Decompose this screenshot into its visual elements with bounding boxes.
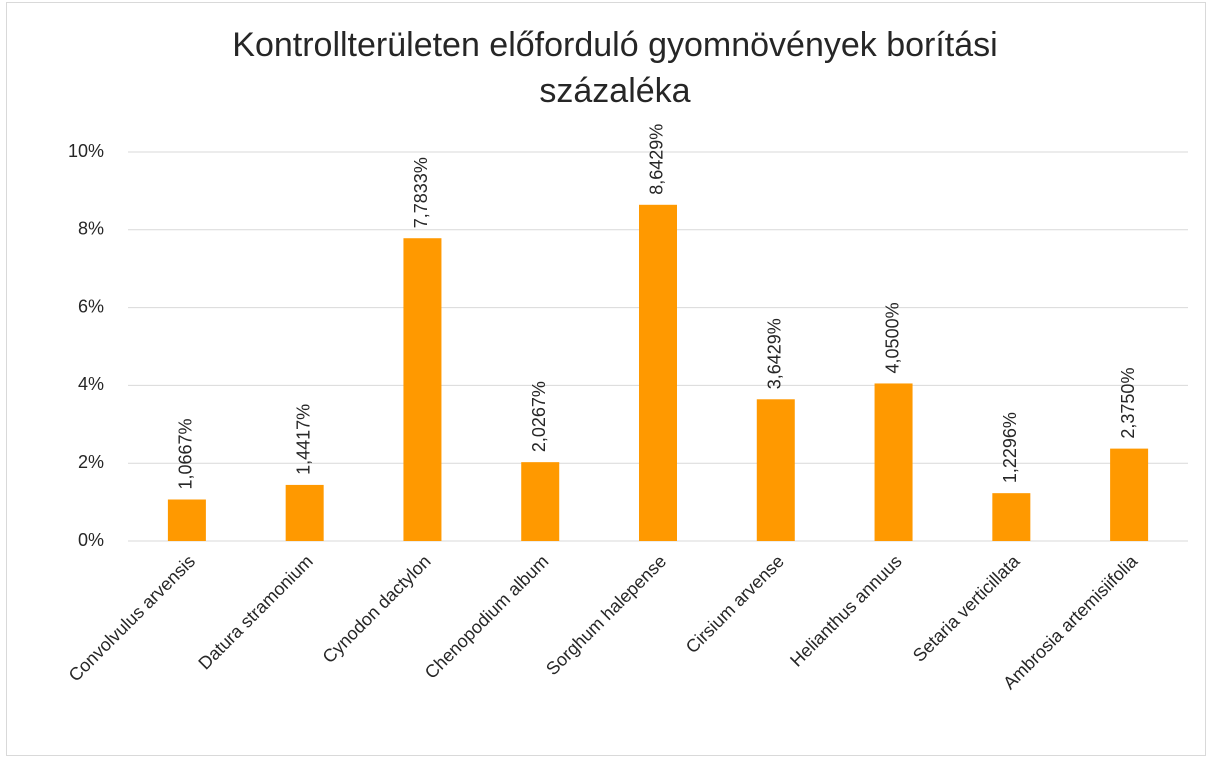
bar [756, 399, 795, 541]
value-label: 1,2296% [1000, 412, 1020, 483]
bar [167, 499, 206, 541]
y-tick-label: 8% [78, 219, 104, 239]
x-tick-label: Chenopodium album [421, 551, 553, 683]
y-tick-label: 4% [78, 374, 104, 394]
value-label: 7,7833% [411, 157, 431, 228]
x-tick-label: Ambrosia artemisiifolia [999, 550, 1142, 693]
bar [639, 204, 677, 541]
x-tick-label: Cynodon dactylon [319, 551, 435, 667]
chart-title: Kontrollterületen előforduló gyomnövénye… [232, 26, 998, 110]
x-tick-label: Cirsium arvense [682, 551, 788, 657]
bar [992, 493, 1031, 541]
y-tick-label: 2% [78, 452, 104, 472]
value-label: 3,6429% [765, 318, 785, 389]
bar [285, 484, 324, 541]
chart-frame [6, 2, 1206, 756]
x-tick-label: Helianthus annuus [786, 551, 906, 671]
bar [874, 383, 913, 541]
x-tick-label: Sorghum halepense [542, 551, 670, 679]
value-label: 1,4417% [293, 404, 313, 475]
value-label: 8,6429% [647, 124, 667, 195]
y-tick-label: 6% [78, 296, 104, 316]
bar [521, 462, 560, 541]
bar [403, 238, 442, 542]
bar [1110, 448, 1149, 541]
value-label: 2,3750% [1118, 368, 1138, 439]
y-tick-label: 10% [68, 141, 104, 161]
x-tick-label: Convolvulus arvensis [65, 551, 199, 685]
value-label: 2,0267% [529, 381, 549, 452]
value-label: 4,0500% [882, 302, 902, 373]
y-tick-label: 0% [78, 530, 104, 550]
x-tick-label: Datura stramonium [194, 551, 316, 673]
value-label: 1,0667% [176, 418, 196, 489]
x-tick-label: Setaria verticillata [909, 550, 1024, 665]
